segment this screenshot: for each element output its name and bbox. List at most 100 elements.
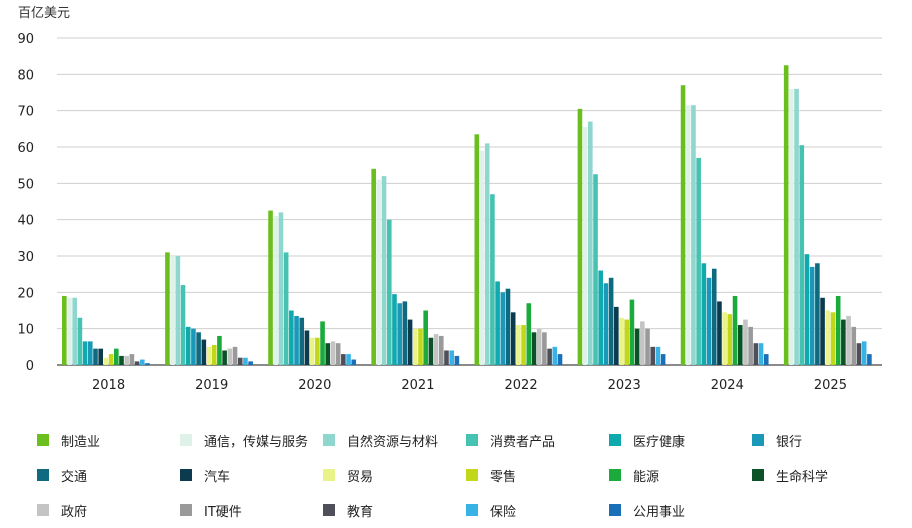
- y-tick-label: 70: [17, 105, 34, 120]
- bar: [175, 256, 181, 365]
- bar: [608, 277, 614, 365]
- legend-label: 贸易: [347, 469, 374, 485]
- legend-label: 教育: [347, 504, 374, 520]
- y-tick-labels: 0 10 20 30 40 50 60 70 80 90: [17, 32, 34, 374]
- bar: [433, 334, 439, 365]
- y-axis-label: 百亿美元: [18, 6, 70, 21]
- bar: [680, 85, 686, 365]
- y-tick-label: 10: [17, 323, 34, 338]
- bar: [376, 179, 382, 365]
- legend-swatch: [609, 434, 621, 446]
- bar: [341, 354, 346, 365]
- bar: [495, 281, 500, 365]
- bar: [691, 105, 696, 365]
- y-tick-label: 30: [17, 250, 34, 265]
- bar: [660, 354, 666, 365]
- bar: [500, 292, 506, 365]
- bar: [407, 319, 413, 365]
- bar-chart: 百亿美元 0 10 20 30 40 50 60 70 80 90 2018 2019 2020 202…: [17, 6, 882, 393]
- bar: [268, 210, 273, 365]
- bar: [727, 314, 733, 365]
- bar: [582, 127, 588, 366]
- bar: [98, 348, 103, 365]
- bar: [783, 65, 789, 365]
- bar: [392, 294, 397, 365]
- bar: [103, 357, 109, 365]
- bar: [320, 321, 325, 365]
- bar: [335, 343, 341, 365]
- bar: [804, 254, 810, 365]
- bar: [412, 328, 418, 365]
- bar: [763, 354, 769, 365]
- bar: [294, 315, 299, 365]
- bar: [196, 332, 201, 365]
- bar: [809, 266, 815, 365]
- bar: [273, 216, 279, 365]
- bar: [444, 350, 449, 365]
- legend: 制造业 通信，传媒与服务 自然资源与材料 消费者产品 医疗健康 银行 交通 汽车 贸易 零售 能源 生…: [0, 420, 912, 528]
- legend-item: 医疗健康: [609, 430, 685, 450]
- bar: [82, 341, 88, 365]
- legend-item: 贸易: [323, 465, 373, 485]
- bar: [830, 312, 836, 365]
- bar: [815, 263, 820, 365]
- legend-item: 交通: [37, 465, 87, 485]
- bar: [614, 306, 619, 365]
- x-tick-label: 2024: [711, 378, 744, 393]
- legend-swatch: [752, 469, 764, 481]
- bar: [237, 357, 243, 365]
- legend-label: 生命科学: [776, 469, 829, 485]
- bar: [526, 303, 532, 365]
- bar: [88, 341, 93, 365]
- bar: [180, 285, 186, 365]
- bar: [165, 252, 170, 365]
- legend-label: 医疗健康: [633, 434, 686, 450]
- bar: [227, 348, 233, 365]
- legend-label: 通信，传媒与服务: [204, 434, 309, 450]
- bar: [799, 145, 805, 365]
- bar: [841, 319, 846, 365]
- y-tick-label: 0: [26, 359, 34, 374]
- bar: [645, 328, 650, 365]
- legend-label: 保险: [490, 504, 517, 520]
- bar: [634, 328, 640, 365]
- bar: [588, 121, 593, 365]
- legend-swatch: [180, 504, 192, 516]
- y-tick-label: 90: [17, 32, 34, 47]
- legend-item: 政府: [37, 500, 87, 520]
- bar: [346, 354, 351, 365]
- legend-item: 教育: [323, 500, 373, 520]
- bar: [753, 343, 759, 365]
- bar: [170, 256, 175, 365]
- bar: [428, 337, 434, 365]
- bar: [418, 328, 423, 365]
- bar: [309, 337, 315, 365]
- bar: [536, 328, 542, 365]
- x-tick-label: 2019: [195, 378, 228, 393]
- legend-swatch: [180, 434, 192, 446]
- bar: [552, 346, 558, 365]
- bar: [516, 325, 521, 365]
- bar: [629, 299, 635, 365]
- bar: [217, 335, 222, 365]
- legend-item: 银行: [752, 430, 802, 450]
- bar: [825, 310, 831, 365]
- bar: [201, 339, 207, 365]
- bar: [67, 297, 72, 365]
- legend-swatch: [609, 469, 621, 481]
- gridlines: [57, 37, 882, 366]
- y-tick-label: 20: [17, 286, 34, 301]
- legend-label: 公用事业: [633, 504, 686, 520]
- bar: [867, 354, 872, 365]
- bar: [386, 219, 392, 365]
- bar: [206, 346, 212, 365]
- bar: [278, 212, 284, 365]
- bar: [701, 263, 707, 365]
- bar: [732, 295, 738, 365]
- bar: [717, 301, 722, 365]
- legend-swatch: [323, 469, 335, 481]
- bar: [856, 343, 862, 365]
- bar: [820, 297, 825, 365]
- y-tick-label: 80: [17, 68, 34, 83]
- x-tick-label: 2020: [298, 378, 331, 393]
